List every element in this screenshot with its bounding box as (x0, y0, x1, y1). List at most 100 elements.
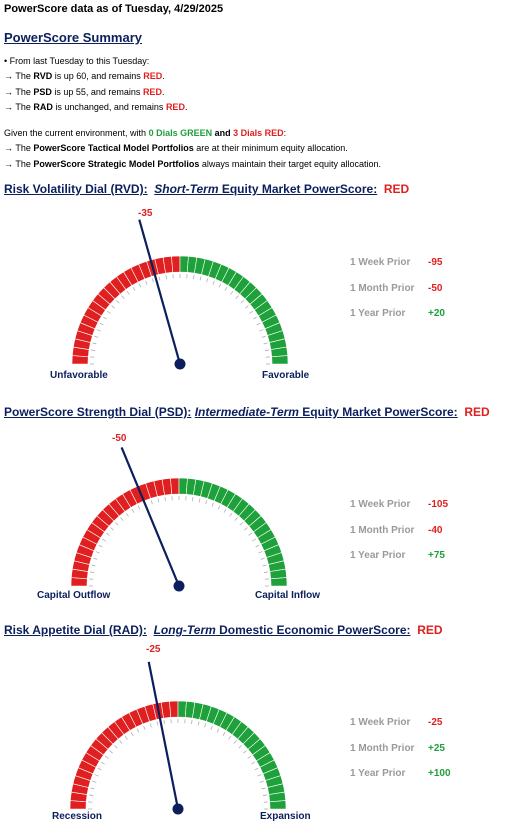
gauge-tick (111, 305, 115, 309)
env-line: Given the current environment, with 0 Di… (4, 126, 381, 141)
gauge-tick (96, 329, 101, 332)
prior-row: 1 Year Prior +75 (350, 543, 500, 569)
psd-left-label: Capital Outflow (37, 590, 111, 601)
prior-label: 1 Week Prior (350, 257, 411, 269)
gauge-tick (193, 275, 195, 280)
gauge-tick (222, 732, 226, 736)
gauge-tick (120, 517, 124, 521)
prior-row: 1 Week Prior -25 (350, 710, 500, 736)
rad-title-term: Long-Term (153, 623, 216, 637)
env-text: Given the current environment, with (4, 128, 149, 138)
gauge-tick (256, 322, 261, 326)
gauge-tick (261, 787, 266, 790)
summary-title: PowerScore Summary (4, 30, 143, 45)
gauge-tick (223, 509, 227, 513)
rad-title-rest: Domestic Economic PowerScore: (215, 623, 411, 637)
gauge-tick (235, 295, 239, 299)
gauge-tick (110, 527, 114, 531)
gauge-tick (234, 517, 238, 521)
gauge-tick (204, 723, 207, 728)
line-status: RED (143, 71, 163, 82)
psd-value-label: -50 (112, 433, 127, 444)
gauge-segment (269, 800, 287, 810)
prior-label: 1 Month Prior (350, 742, 415, 754)
psd-title: PowerScore Strength Dial (PSD): Intermed… (4, 405, 490, 419)
gauge-tick (199, 276, 202, 281)
env-green-count: 0 Dials GREEN (148, 128, 213, 138)
gauge-tick (233, 740, 237, 744)
rad-dial: -25 Recession Expansion (0, 636, 511, 832)
gauge-tick (262, 564, 267, 567)
gauge-tick (91, 564, 96, 567)
gauge-tick (125, 512, 129, 517)
gauge-tick (257, 774, 262, 777)
gauge-tick (105, 532, 110, 536)
gauge-tick (89, 794, 94, 796)
gauge-segment (170, 477, 180, 495)
gauge-tick (138, 283, 142, 288)
gauge-tick (94, 335, 99, 338)
gauge-tick (205, 500, 208, 505)
tactical-name: PowerScore Tactical Model Portfolios (33, 143, 194, 154)
gauge-tick (198, 498, 201, 503)
gauge-hub (173, 580, 185, 592)
prior-value: +75 (428, 550, 445, 562)
rvd-value-label: -35 (138, 208, 153, 219)
gauge-tick (244, 527, 248, 531)
gauge-tick (163, 720, 165, 725)
summary-changes: • From last Tuesday to this Tuesday: → T… (4, 54, 187, 116)
gauge-tick (164, 497, 166, 502)
prior-row: 1 Month Prior -50 (350, 276, 500, 302)
gauge-tick (261, 335, 266, 338)
psd-dial: -50 Capital Outflow Capital Inflow (0, 419, 511, 639)
gauge-tick (92, 780, 97, 783)
gauge-segment (169, 700, 179, 718)
summary-environment: Given the current environment, with 0 Di… (4, 126, 381, 172)
line-dial: RVD (33, 71, 53, 82)
gauge-tick (106, 310, 111, 314)
prior-label: 1 Week Prior (350, 499, 411, 511)
gauge-tick (102, 538, 106, 542)
gauge-tick (206, 278, 209, 283)
env-end: : (283, 128, 287, 138)
rad-title: Risk Appetite Dial (RAD): Long-Term Dome… (4, 623, 443, 637)
prior-value: +100 (428, 768, 451, 780)
line-mid: is up 55, and remains (51, 86, 143, 97)
line-prefix: → The (4, 71, 34, 82)
gauge-hub (172, 803, 184, 815)
gauge-tick (137, 505, 141, 510)
gauge-tick (90, 787, 95, 790)
gauge-hub (174, 358, 186, 370)
line-status: RED (165, 102, 185, 113)
gauge-tick (130, 732, 134, 736)
rvd-title-rest: Equity Market PowerScore: (218, 182, 378, 196)
gauge-tick (263, 342, 268, 345)
strategic-line: → The PowerScore Strategic Model Portfol… (4, 157, 381, 172)
prior-label: 1 Week Prior (350, 717, 411, 729)
gauge-tick (103, 316, 107, 320)
gauge-tick (210, 725, 213, 730)
gauge-segment (271, 355, 289, 365)
prior-row: 1 Week Prior -105 (350, 492, 500, 518)
prior-row: 1 Year Prior +20 (350, 301, 500, 327)
rvd-gauge (71, 219, 289, 370)
prior-row: 1 Year Prior +100 (350, 761, 500, 787)
rad-left-label: Recession (52, 811, 103, 822)
psd-gauge (70, 446, 288, 592)
gauge-needle (120, 446, 181, 587)
gauge-tick (119, 740, 123, 744)
gauge-tick (95, 551, 100, 554)
gauge-tick (99, 322, 104, 326)
gauge-tick (212, 280, 215, 285)
prior-label: 1 Year Prior (350, 550, 406, 562)
gauge-tick (243, 750, 247, 754)
psd-status: RED (464, 405, 490, 419)
report-header: PowerScore data as of Tuesday, 4/29/2025 (4, 3, 224, 15)
gauge-tick (251, 761, 255, 765)
gauge-tick (224, 287, 228, 291)
gauge-tick (254, 767, 259, 771)
gauge-tick (238, 745, 242, 749)
gauge-tick (165, 275, 167, 280)
gauge-tick (259, 780, 264, 783)
gauge-tick (115, 522, 119, 526)
